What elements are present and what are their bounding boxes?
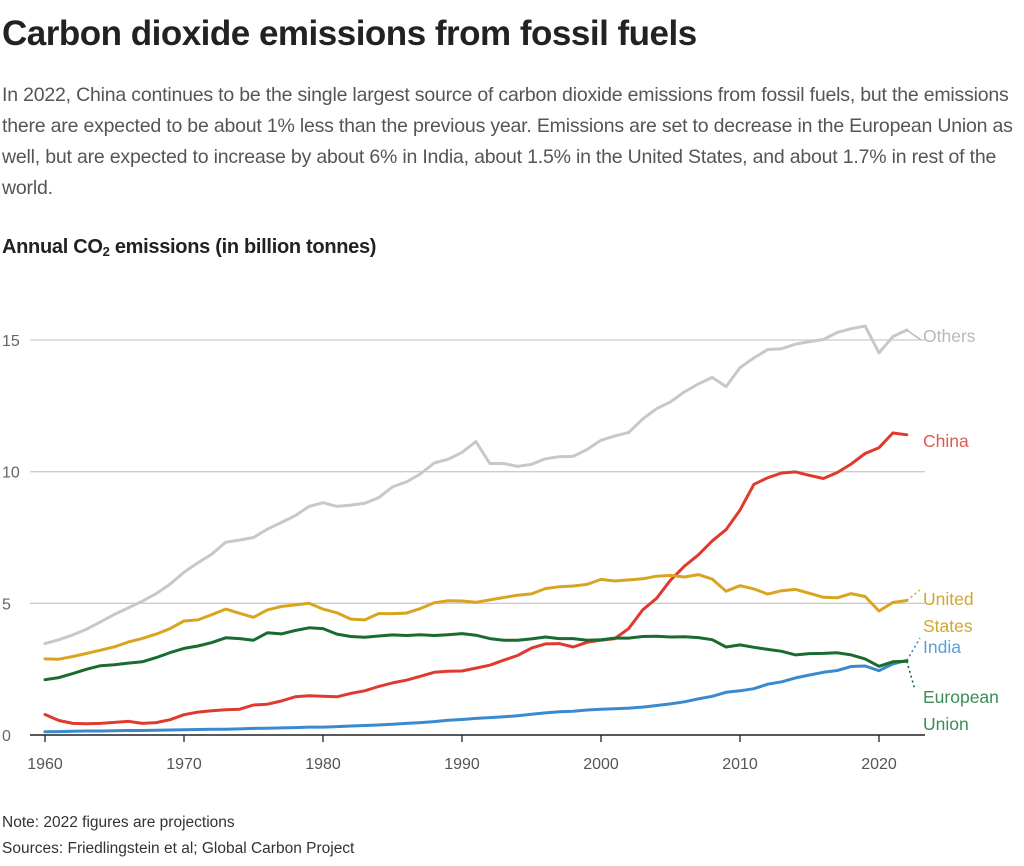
series-label-others: Others — [923, 326, 976, 346]
chart-title: Annual CO2 emissions (in billion tonnes) — [2, 236, 376, 259]
chart-title-subscript: 2 — [102, 244, 110, 259]
series-projection-others — [891, 328, 909, 339]
series-label-india: India — [923, 637, 961, 657]
series-label-european-union: Union — [923, 714, 969, 734]
x-tick-label: 1990 — [444, 756, 480, 773]
x-tick-label: 2020 — [861, 756, 897, 773]
series-label-united-states: States — [923, 616, 973, 636]
series-line-european-union — [43, 626, 895, 682]
page-title: Carbon dioxide emissions from fossil fue… — [2, 14, 697, 53]
series-label-european-union: European — [923, 687, 999, 707]
label-connector-european-union — [906, 661, 916, 691]
x-axis: 1960 1970 1980 1990 2000 2010 2020 — [27, 734, 925, 773]
x-tick-label: 1970 — [166, 756, 202, 773]
x-tick-label: 2010 — [722, 756, 758, 773]
y-axis-tick-labels: 0 5 10 15 — [2, 333, 20, 745]
chart-title-suffix: emissions (in billion tonnes) — [109, 236, 377, 258]
label-connector-others — [906, 329, 922, 341]
series-lines — [43, 324, 922, 734]
series-label-china: China — [923, 431, 969, 451]
series-line-india — [43, 662, 895, 734]
y-tick-label: 0 — [2, 728, 11, 745]
series-projection-united-states — [891, 598, 909, 605]
label-connector-united-states — [906, 589, 921, 602]
chart-note: Note: 2022 figures are projections — [2, 814, 235, 831]
page-subtitle: In 2022, China continues to be the singl… — [2, 84, 1013, 199]
series-line-china — [43, 431, 895, 726]
chart-title-prefix: Annual CO — [2, 236, 103, 258]
series-projection-european-union — [891, 659, 909, 664]
y-tick-label: 10 — [2, 465, 20, 482]
label-connector-india — [906, 637, 921, 661]
y-tick-label: 15 — [2, 333, 20, 350]
x-tick-label: 1960 — [27, 756, 63, 773]
series-label-united-states: United — [923, 589, 974, 609]
series-line-united-states — [43, 573, 895, 661]
x-tick-label: 2000 — [583, 756, 619, 773]
x-tick-label: 1980 — [305, 756, 341, 773]
y-tick-label: 5 — [2, 596, 11, 613]
series-line-others — [43, 324, 895, 646]
series-projection-china — [891, 431, 909, 437]
chart-sources: Sources: Friedlingstein et al; Global Ca… — [2, 840, 355, 857]
